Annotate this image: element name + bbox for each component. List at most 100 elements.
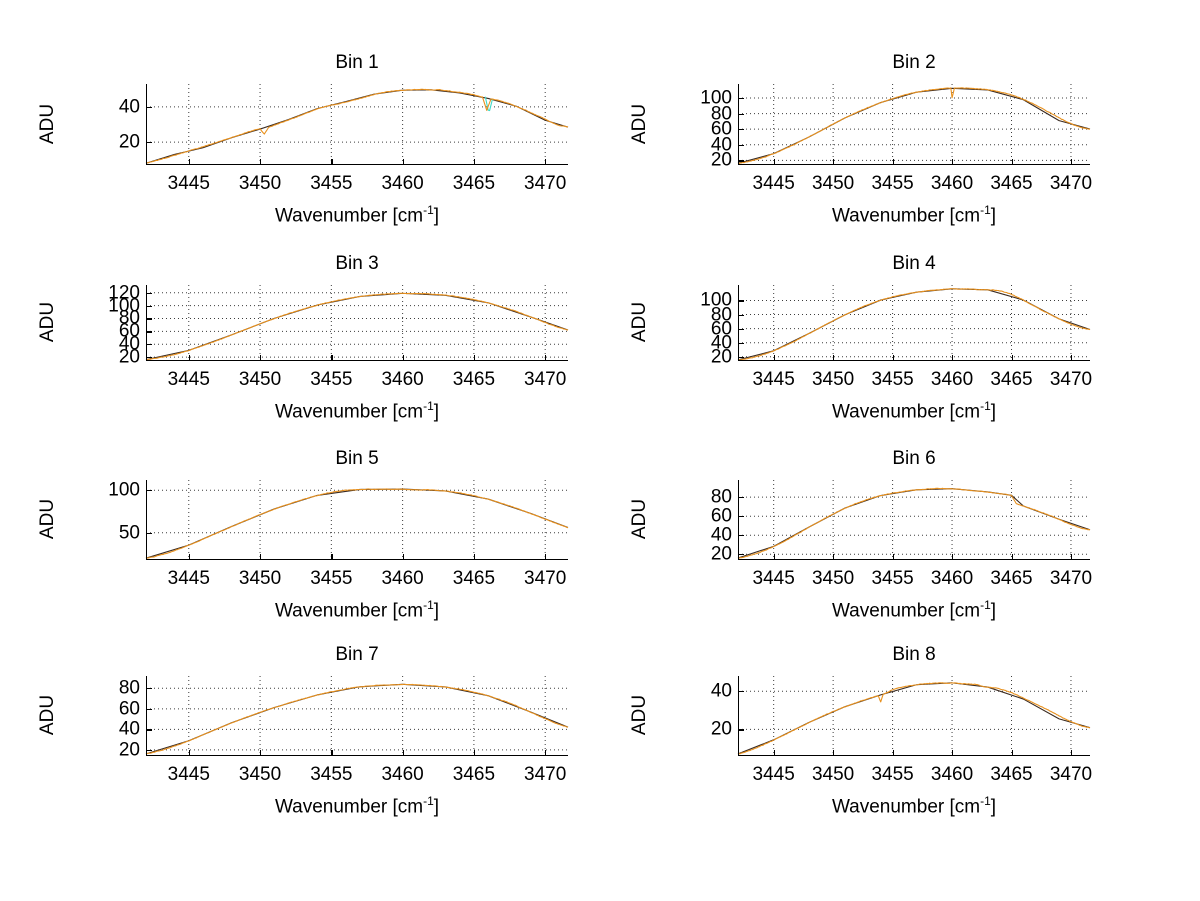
x-tickmark bbox=[331, 355, 333, 361]
y-tick-label: 40 bbox=[710, 680, 732, 702]
y-axis-label-bin-8: ADU bbox=[629, 694, 650, 736]
y-axis-label-bin-4: ADU bbox=[629, 301, 650, 343]
x-axis-label-bin-7: Wavenumber [cm-1] bbox=[106, 794, 608, 818]
x-tickmark bbox=[1011, 554, 1013, 560]
plot-area-bin-7 bbox=[145, 676, 569, 756]
x-tick-label: 3450 bbox=[811, 568, 855, 589]
x-tickmark bbox=[773, 750, 775, 756]
plot-svg-bin-3 bbox=[145, 285, 569, 361]
x-axis-spine-bin-6 bbox=[738, 558, 1090, 560]
y-tickmark bbox=[738, 342, 744, 344]
plot-svg-bin-8 bbox=[737, 676, 1091, 756]
plot-area-bin-4 bbox=[737, 285, 1091, 361]
y-tick-label: 100 bbox=[700, 289, 732, 311]
series-line-spectrum bbox=[737, 87, 1091, 165]
x-tickmark bbox=[402, 159, 404, 165]
y-tickmark bbox=[146, 344, 152, 346]
series-line-spectrum bbox=[145, 88, 569, 164]
y-tick-label: 20 bbox=[710, 543, 732, 565]
x-tick-label: 3460 bbox=[930, 568, 974, 589]
y-tick-label: 20 bbox=[118, 131, 140, 153]
series-line-spectrum-overlay bbox=[737, 488, 1091, 559]
x-tickmark bbox=[833, 355, 835, 361]
y-tickmark bbox=[738, 729, 744, 731]
panel-title-bin-2: Bin 2 bbox=[892, 52, 936, 73]
y-tick-labels-bin-7: 20 40 60 80 bbox=[86, 676, 140, 761]
x-tickmark bbox=[952, 355, 954, 361]
x-tick-label: 3460 bbox=[930, 764, 974, 785]
y-tickmark bbox=[738, 113, 744, 115]
x-axis-label-bin-1: Wavenumber [cm-1] bbox=[106, 203, 608, 227]
y-tick-label: 100 bbox=[700, 87, 732, 109]
x-axis-label-main: Wavenumber [cm bbox=[831, 205, 981, 227]
x-tick-labels-bin-8: 3445 3450 3455 3460 3465 3470 bbox=[738, 764, 1093, 788]
y-tickmark bbox=[738, 144, 744, 146]
x-tick-label: 3445 bbox=[167, 764, 210, 785]
y-tick-label: 80 bbox=[118, 307, 140, 329]
y-axis-label-bin-5: ADU bbox=[37, 498, 58, 540]
panel-bin-8: Bin 8 bbox=[638, 644, 1130, 844]
y-tickmark bbox=[146, 142, 152, 144]
series-line-spectrum bbox=[145, 683, 569, 755]
x-tickmark bbox=[260, 750, 262, 756]
panel-bin-2: Bin 2 bbox=[638, 52, 1130, 253]
y-axis-label-bin-3: ADU bbox=[37, 301, 58, 343]
x-tickmark bbox=[331, 554, 333, 560]
x-tick-label: 3465 bbox=[990, 173, 1033, 194]
y-tick-labels-bin-1: 20 40 bbox=[86, 84, 140, 165]
series-line-spectrum bbox=[145, 292, 569, 361]
y-tick-labels-bin-2: 20 40 60 80 100 bbox=[678, 84, 732, 170]
y-tickmark bbox=[146, 106, 152, 109]
y-tickmark bbox=[738, 160, 744, 162]
x-tick-label: 3465 bbox=[452, 764, 496, 785]
x-tick-label: 3470 bbox=[524, 369, 567, 390]
plot-svg-bin-7 bbox=[145, 676, 569, 756]
y-tick-label: 60 bbox=[710, 505, 732, 527]
x-tick-label: 3455 bbox=[310, 369, 353, 390]
x-tick-label: 3470 bbox=[1049, 764, 1093, 785]
y-tick-label: 100 bbox=[108, 295, 140, 317]
plot-svg-bin-2 bbox=[737, 84, 1091, 165]
y-axis-spine-bin-3 bbox=[146, 285, 148, 361]
y-tickmark bbox=[146, 749, 152, 752]
y-tick-labels-bin-4: 20 40 60 80 100 bbox=[678, 285, 732, 366]
series-line-spectrum-overlay bbox=[145, 488, 569, 559]
x-tickmark bbox=[545, 355, 547, 361]
x-tick-label: 3445 bbox=[752, 568, 795, 589]
plot-area-bin-6 bbox=[737, 480, 1091, 560]
series-line-spectrum-overlay bbox=[145, 89, 569, 164]
x-tickmark bbox=[402, 355, 404, 361]
x-tickmark bbox=[1070, 355, 1073, 361]
x-tickmark bbox=[1011, 355, 1013, 361]
plot-area-bin-8 bbox=[737, 676, 1091, 756]
x-tickmark bbox=[188, 159, 190, 165]
y-tick-label: 40 bbox=[118, 96, 140, 118]
y-tick-label: 60 bbox=[710, 318, 732, 340]
series-line-spectrum bbox=[737, 288, 1091, 361]
x-axis-spine-bin-8 bbox=[738, 754, 1090, 756]
x-tick-label: 3455 bbox=[310, 568, 353, 589]
panel-bin-5: Bin 5 bbox=[46, 448, 608, 648]
y-tick-label: 60 bbox=[710, 118, 732, 140]
y-tick-label: 40 bbox=[710, 524, 732, 546]
x-tick-label: 3465 bbox=[452, 173, 496, 194]
x-tickmark bbox=[1070, 159, 1073, 165]
x-axis-label-exponent: -1 bbox=[423, 203, 434, 217]
y-tickmark bbox=[738, 554, 744, 556]
x-tickmark bbox=[833, 750, 835, 756]
x-axis-label-tail: ] bbox=[433, 796, 440, 818]
x-tick-labels-bin-5: 3445 3450 3455 3460 3465 3470 bbox=[146, 568, 568, 592]
panel-title-bin-1: Bin 1 bbox=[335, 52, 379, 73]
y-tickmark bbox=[738, 129, 744, 131]
y-tickmark bbox=[146, 729, 152, 731]
x-tick-label: 3455 bbox=[871, 369, 914, 390]
x-tickmark bbox=[773, 355, 775, 361]
plot-svg-bin-4 bbox=[737, 285, 1091, 361]
x-tick-label: 3460 bbox=[381, 369, 424, 390]
y-tick-label: 20 bbox=[118, 739, 140, 761]
x-tickmark bbox=[260, 554, 262, 560]
x-tickmark bbox=[892, 355, 894, 361]
y-tickmark bbox=[738, 314, 744, 316]
x-axis-spine-bin-4 bbox=[738, 359, 1090, 361]
x-tick-label: 3450 bbox=[811, 173, 855, 194]
